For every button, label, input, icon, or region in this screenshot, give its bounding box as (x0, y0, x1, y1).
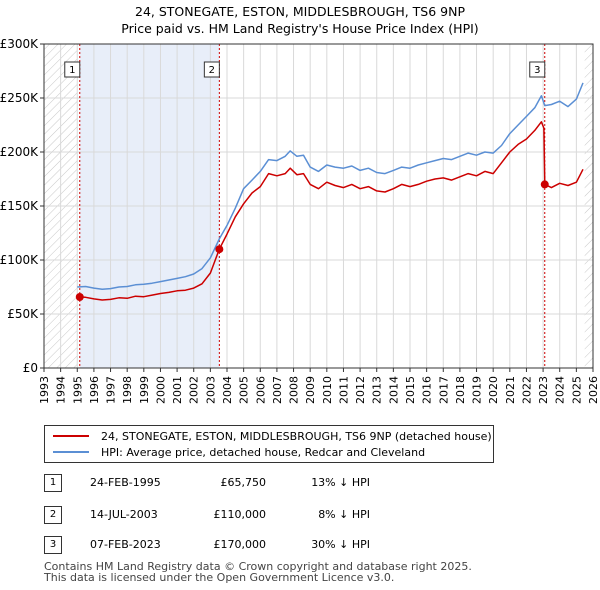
transaction-marker: 3 (44, 536, 62, 554)
x-tick-label: 2002 (188, 376, 201, 404)
x-tick-label: 2026 (587, 376, 600, 404)
legend: 24, STONEGATE, ESTON, MIDDLESBROUGH, TS6… (44, 425, 494, 463)
x-tick-label: 2009 (304, 376, 317, 404)
transaction-price: £110,000 (213, 508, 267, 521)
y-tick-label: £300K (0, 37, 39, 51)
x-tick-label: 2007 (271, 376, 284, 404)
x-tick-label: 1998 (121, 376, 134, 404)
chart-subtitle: Price paid vs. HM Land Registry's House … (121, 21, 479, 36)
y-tick-label: £50K (7, 307, 39, 321)
footer-copyright: Contains HM Land Registry data © Crown c… (44, 560, 472, 573)
sale-point (215, 245, 224, 254)
legend-item-property: 24, STONEGATE, ESTON, MIDDLESBROUGH, TS6… (53, 428, 492, 444)
x-tick-label: 2012 (354, 376, 367, 404)
x-tick-label: 2011 (337, 376, 350, 404)
x-tick-label: 2004 (221, 376, 234, 404)
transaction-date: 24-FEB-1995 (90, 476, 161, 489)
transaction-marker: 1 (44, 474, 62, 492)
x-tick-label: 2003 (204, 376, 217, 404)
x-tick-label: 2015 (404, 376, 417, 404)
sale-label: 2 (209, 65, 215, 76)
transaction-price: £170,000 (213, 538, 267, 551)
transaction-marker: 2 (44, 506, 62, 524)
x-tick-label: 2001 (171, 376, 184, 404)
x-tick-label: 2005 (238, 376, 251, 404)
chart-title-block: 24, STONEGATE, ESTON, MIDDLESBROUGH, TS6… (0, 3, 600, 37)
sale-label-box (529, 61, 546, 78)
transaction-date: 14-JUL-2003 (90, 508, 158, 521)
y-tick-label: £100K (0, 253, 39, 267)
x-tick-label: 2000 (154, 376, 167, 404)
sale-label: 1 (69, 65, 75, 76)
x-tick-label: 2016 (421, 376, 434, 404)
chart-title: 24, STONEGATE, ESTON, MIDDLESBROUGH, TS6… (135, 4, 465, 19)
legend-label-hpi: HPI: Average price, detached house, Redc… (101, 445, 426, 459)
legend-label-property: 24, STONEGATE, ESTON, MIDDLESBROUGH, TS6… (101, 429, 492, 443)
plot-frame (43, 43, 594, 369)
transaction-hpi: 30% ↓ HPI (311, 538, 370, 551)
x-tick-label: 2008 (288, 376, 301, 404)
footer-licence: This data is licensed under the Open Gov… (44, 571, 395, 584)
x-tick-label: 2017 (437, 376, 450, 404)
x-tick-label: 1999 (138, 376, 151, 404)
hpi-line (77, 82, 584, 290)
x-tick-label: 2023 (537, 376, 550, 404)
x-tick-label: 2019 (471, 376, 484, 404)
x-tick-label: 1996 (88, 376, 101, 404)
sale-label: 3 (534, 65, 540, 76)
x-tick-label: 1994 (55, 376, 68, 404)
property-price-line (79, 121, 584, 301)
y-tick-label: £0 (23, 361, 38, 375)
x-tick-label: 2018 (454, 376, 467, 404)
legend-item-hpi: HPI: Average price, detached house, Redc… (53, 444, 425, 460)
sale-point (75, 292, 84, 301)
transaction-date: 07-FEB-2023 (90, 538, 161, 551)
x-tick-label: 2020 (487, 376, 500, 404)
x-tick-label: 1995 (71, 376, 84, 404)
x-tick-label: 2024 (554, 376, 567, 404)
sale-label-box (64, 61, 81, 78)
transaction-hpi: 8% ↓ HPI (318, 508, 370, 521)
footer: Contains HM Land Registry data © Crown c… (44, 561, 472, 583)
x-tick-label: 2010 (321, 376, 334, 404)
price-chart: 1 2 3 1993 1994 1995 1996 1997 1998 1999 2000 2001… (0, 37, 600, 404)
legend-swatch-hpi (53, 451, 89, 453)
transaction-price: £65,750 (220, 476, 267, 489)
y-tick-label: £200K (0, 145, 39, 159)
x-tick-label: 2021 (504, 376, 517, 404)
x-tick-label: 2013 (371, 376, 384, 404)
x-tick-label: 1997 (105, 376, 118, 404)
x-tick-label: 1993 (38, 376, 51, 404)
y-tick-label: £150K (0, 199, 39, 213)
x-tick-label: 2025 (570, 376, 583, 404)
y-tick-label: £250K (0, 91, 39, 105)
sale-point (540, 180, 549, 189)
x-tick-label: 2022 (520, 376, 533, 404)
transaction-hpi: 13% ↓ HPI (311, 476, 370, 489)
sale-label-box (203, 61, 220, 78)
x-tick-label: 2006 (254, 376, 267, 404)
x-tick-label: 2014 (387, 376, 400, 404)
legend-swatch-property (53, 435, 89, 437)
